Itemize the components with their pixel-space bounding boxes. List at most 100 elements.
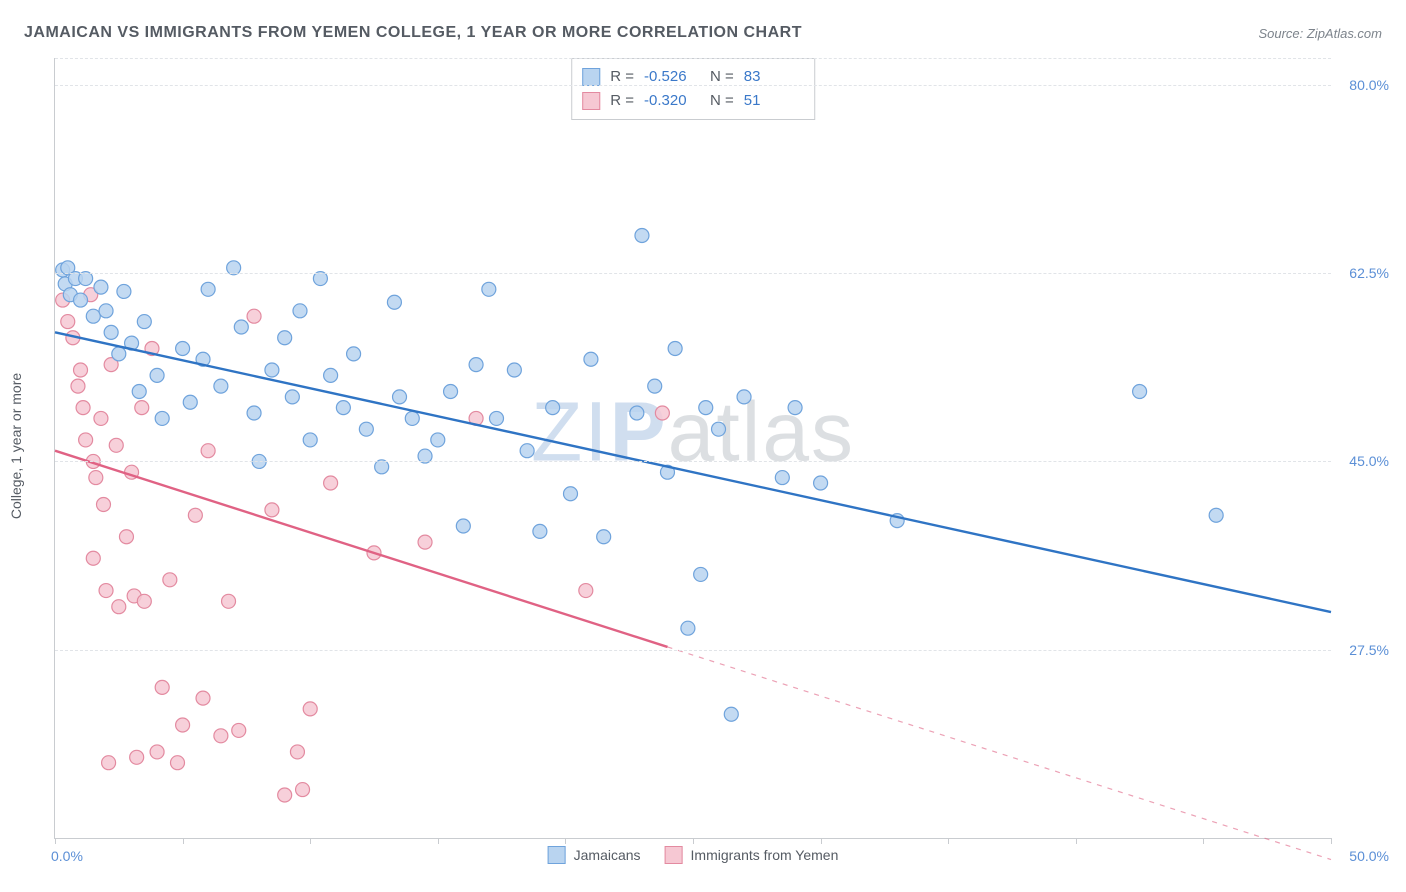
legend-label-jamaicans: Jamaicans <box>574 847 641 863</box>
scatter-point-jamaicans <box>278 331 292 345</box>
scatter-point-jamaicans <box>247 406 261 420</box>
scatter-point-jamaicans <box>112 347 126 361</box>
scatter-point-yemen <box>76 401 90 415</box>
n-label: N = <box>710 89 734 113</box>
scatter-point-jamaicans <box>99 304 113 318</box>
scatter-point-jamaicans <box>507 363 521 377</box>
scatter-point-yemen <box>150 745 164 759</box>
scatter-point-jamaicans <box>630 406 644 420</box>
scatter-point-yemen <box>222 594 236 608</box>
scatter-point-yemen <box>214 729 228 743</box>
scatter-point-yemen <box>303 702 317 716</box>
y-tick-label: 27.5% <box>1339 642 1389 658</box>
scatter-point-yemen <box>265 503 279 517</box>
scatter-point-jamaicans <box>1209 508 1223 522</box>
y-axis-label: College, 1 year or more <box>8 373 24 519</box>
scatter-point-jamaicans <box>681 621 695 635</box>
swatch-yemen <box>582 92 600 110</box>
scatter-point-jamaicans <box>387 295 401 309</box>
trend-line-jamaicans <box>55 332 1331 612</box>
scatter-point-jamaicans <box>155 411 169 425</box>
scatter-point-jamaicans <box>635 229 649 243</box>
scatter-point-yemen <box>119 530 133 544</box>
scatter-point-jamaicans <box>336 401 350 415</box>
scatter-point-jamaicans <box>712 422 726 436</box>
scatter-point-yemen <box>96 497 110 511</box>
plot-svg <box>55 58 1331 838</box>
scatter-point-jamaicans <box>117 284 131 298</box>
x-tick <box>183 838 184 844</box>
scatter-point-yemen <box>71 379 85 393</box>
x-tick <box>55 838 56 844</box>
scatter-point-yemen <box>278 788 292 802</box>
scatter-point-yemen <box>296 783 310 797</box>
legend-stats-row-yemen: R = -0.320 N = 51 <box>582 89 800 113</box>
gridline <box>55 650 1331 651</box>
x-tick <box>310 838 311 844</box>
scatter-point-jamaicans <box>564 487 578 501</box>
swatch-jamaicans <box>548 846 566 864</box>
scatter-point-yemen <box>135 401 149 415</box>
scatter-point-jamaicans <box>74 293 88 307</box>
r-label: R = <box>610 89 634 113</box>
x-tick <box>1331 838 1332 844</box>
source-value: ZipAtlas.com <box>1307 26 1382 41</box>
gridline <box>55 58 1331 59</box>
scatter-point-jamaicans <box>347 347 361 361</box>
scatter-point-jamaicans <box>214 379 228 393</box>
scatter-point-yemen <box>94 411 108 425</box>
x-max-label: 50.0% <box>1349 848 1389 864</box>
scatter-point-jamaicans <box>489 411 503 425</box>
scatter-point-jamaicans <box>285 390 299 404</box>
scatter-point-jamaicans <box>699 401 713 415</box>
scatter-point-jamaicans <box>482 282 496 296</box>
y-tick-label: 80.0% <box>1339 77 1389 93</box>
scatter-point-yemen <box>61 315 75 329</box>
scatter-point-yemen <box>196 691 210 705</box>
scatter-point-yemen <box>201 444 215 458</box>
y-tick-label: 45.0% <box>1339 453 1389 469</box>
scatter-point-jamaicans <box>137 315 151 329</box>
scatter-point-jamaicans <box>444 385 458 399</box>
scatter-point-jamaicans <box>201 282 215 296</box>
scatter-point-yemen <box>86 551 100 565</box>
scatter-point-jamaicans <box>293 304 307 318</box>
scatter-point-jamaicans <box>775 471 789 485</box>
trend-line-yemen <box>55 451 667 647</box>
x-tick <box>693 838 694 844</box>
scatter-point-jamaicans <box>234 320 248 334</box>
trend-line-dashed-yemen <box>667 647 1331 860</box>
scatter-point-jamaicans <box>393 390 407 404</box>
scatter-point-jamaicans <box>104 325 118 339</box>
source-attribution: Source: ZipAtlas.com <box>1258 26 1382 41</box>
scatter-point-jamaicans <box>469 358 483 372</box>
scatter-point-jamaicans <box>86 309 100 323</box>
chart-title: JAMAICAN VS IMMIGRANTS FROM YEMEN COLLEG… <box>24 24 802 42</box>
chart-container: JAMAICAN VS IMMIGRANTS FROM YEMEN COLLEG… <box>0 0 1406 892</box>
scatter-point-jamaicans <box>584 352 598 366</box>
legend-item-jamaicans: Jamaicans <box>548 846 641 864</box>
gridline <box>55 273 1331 274</box>
scatter-point-yemen <box>155 680 169 694</box>
scatter-point-yemen <box>109 438 123 452</box>
scatter-point-jamaicans <box>694 567 708 581</box>
swatch-yemen <box>665 846 683 864</box>
x-tick <box>948 838 949 844</box>
scatter-point-jamaicans <box>324 368 338 382</box>
scatter-point-jamaicans <box>597 530 611 544</box>
plot-area: ZIPatlas R = -0.526 N = 83 R = -0.320 N … <box>54 58 1331 839</box>
scatter-point-jamaicans <box>520 444 534 458</box>
scatter-point-jamaicans <box>456 519 470 533</box>
scatter-point-jamaicans <box>546 401 560 415</box>
scatter-point-yemen <box>232 723 246 737</box>
legend-label-yemen: Immigrants from Yemen <box>691 847 839 863</box>
scatter-point-jamaicans <box>94 280 108 294</box>
scatter-point-jamaicans <box>724 707 738 721</box>
n-value-yemen: 51 <box>744 89 800 113</box>
scatter-point-yemen <box>89 471 103 485</box>
scatter-point-yemen <box>655 406 669 420</box>
scatter-point-yemen <box>247 309 261 323</box>
scatter-point-jamaicans <box>668 341 682 355</box>
x-tick <box>1076 838 1077 844</box>
legend-series: Jamaicans Immigrants from Yemen <box>548 846 839 864</box>
